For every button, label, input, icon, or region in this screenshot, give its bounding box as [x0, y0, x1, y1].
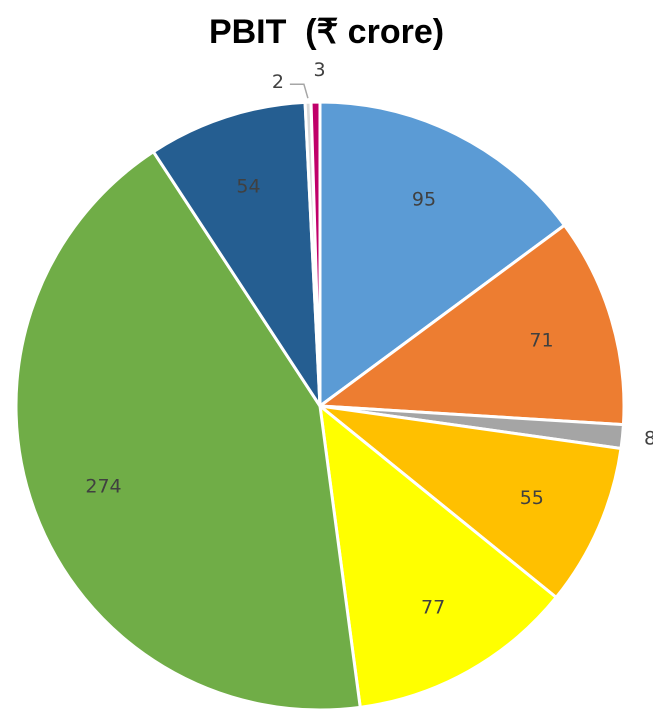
data-label-2: 2 — [272, 71, 284, 93]
pie-slice-54 — [151, 100, 322, 408]
data-label-77: 77 — [421, 597, 445, 619]
pie-slice-274 — [14, 150, 362, 712]
pie-slice-55 — [318, 404, 623, 599]
data-label-71: 71 — [529, 330, 553, 352]
data-labels: 95 71 8 55 77 274 54 2 3 — [85, 59, 653, 619]
pie-slice-77 — [318, 404, 558, 709]
pie-slice-95 — [318, 100, 566, 408]
data-label-55: 55 — [520, 487, 544, 509]
data-label-95: 95 — [412, 189, 436, 211]
pie-slice-71 — [318, 223, 626, 427]
data-label-54: 54 — [236, 175, 260, 197]
data-label-8: 8 — [644, 427, 653, 449]
pie-slices — [14, 100, 626, 712]
leader-line-2 — [289, 83, 309, 99]
pie-slice-3 — [309, 100, 322, 408]
chart-title: PBIT (₹ crore) — [208, 13, 445, 51]
data-label-3: 3 — [313, 59, 325, 81]
leader-lines — [289, 83, 309, 99]
data-label-274: 274 — [85, 476, 121, 498]
